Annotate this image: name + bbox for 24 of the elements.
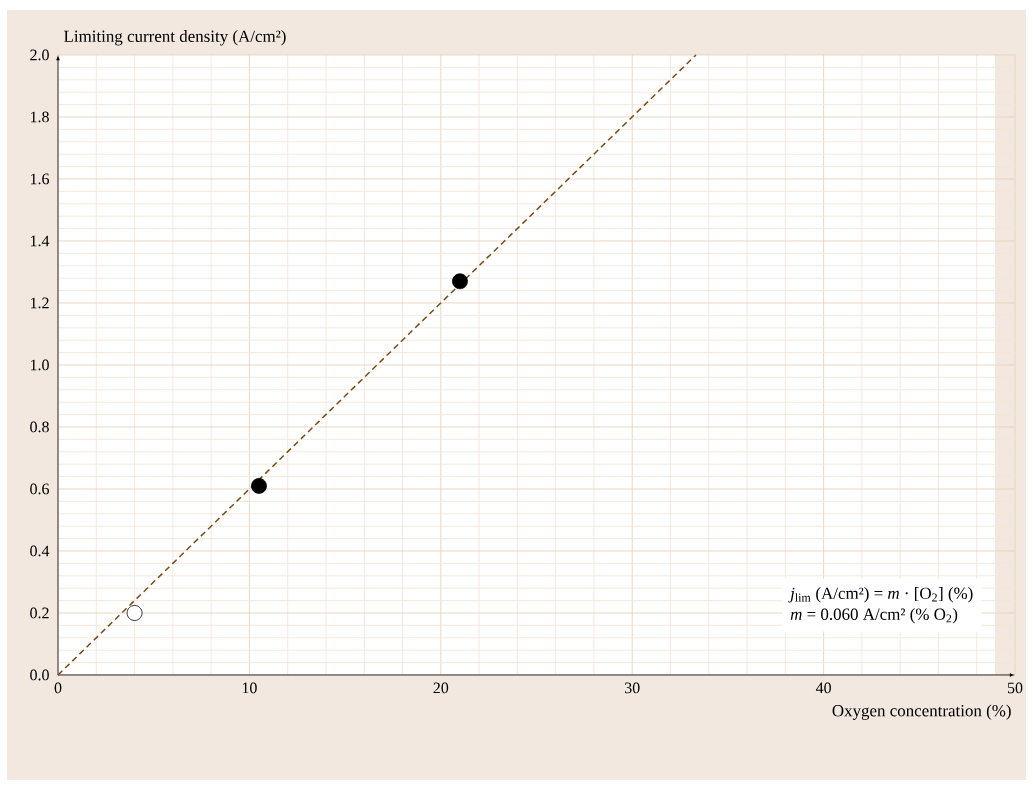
x-tick-label: 40 — [815, 682, 831, 694]
y-tick-label: 1.6 — [30, 173, 50, 185]
point — [126, 605, 143, 621]
y-axis-title: Limiting current density (A/cm²) — [64, 30, 286, 46]
annotation: j$_{lim}$ (A/cm²) = m · [O$_{2}$] (%) — [788, 587, 973, 603]
y-tick-label: 2.0 — [30, 49, 49, 61]
x-tick-label: 10 — [242, 682, 257, 694]
y-tick-label: 0.2 — [30, 607, 49, 619]
annotation: m = 0.060 A/cm² (% O$_{2}$) — [790, 608, 958, 624]
y-tick-label: 1.2 — [30, 297, 49, 309]
x-tick-label: 0 — [54, 682, 62, 694]
y-tick-label: 0.0 — [30, 669, 49, 681]
x-tick-label: 20 — [433, 682, 449, 694]
y-tick-label: 0.6 — [30, 483, 50, 495]
x-tick-label: 50 — [1007, 682, 1023, 694]
point — [251, 477, 267, 494]
y-tick-label: 1.0 — [30, 359, 49, 371]
x-axis-title: Oxygen concentration (%) — [832, 704, 1011, 720]
y-tick-label: 0.4 — [30, 545, 50, 557]
y-tick-label: 1.4 — [30, 235, 50, 247]
y-tick-label: 0.8 — [30, 421, 49, 433]
y-tick-label: 1.8 — [30, 111, 49, 123]
point — [452, 273, 468, 290]
x-tick-label: 30 — [625, 682, 640, 694]
